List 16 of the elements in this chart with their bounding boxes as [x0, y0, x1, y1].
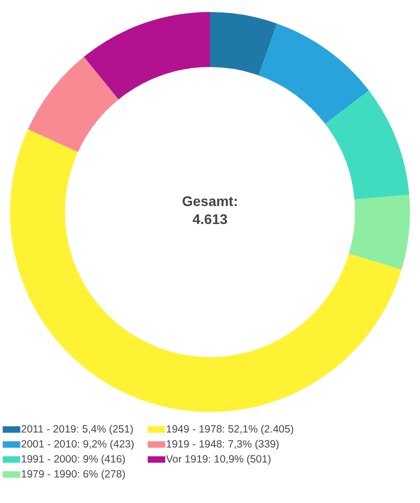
text: Gesamt:: [182, 193, 238, 209]
legend-label: 2011 - 2019: 5,4% (251): [21, 424, 134, 436]
donut-slice: [10, 129, 402, 412]
legend-label: 1949 - 1978: 52,1% (2.405): [166, 424, 294, 436]
legend-label: 1991 - 2000: 9% (416): [21, 454, 126, 466]
donut-slice: [348, 194, 410, 270]
legend-label: 1979 - 1990: 6% (278): [21, 468, 126, 480]
legend-label: 2001 - 2010: 9,2% (423): [21, 438, 134, 450]
legend-label: 1919 - 1948: 7,3% (339): [166, 438, 280, 450]
legend-label: Vor 1919: 10,9% (501): [166, 454, 272, 466]
donut-slice: [84, 12, 210, 100]
donut-slice: [210, 12, 278, 76]
donut-slice: [325, 90, 410, 200]
text: 4.613: [192, 211, 228, 227]
donut-slice: [258, 24, 369, 124]
donut-slice: [28, 56, 119, 152]
